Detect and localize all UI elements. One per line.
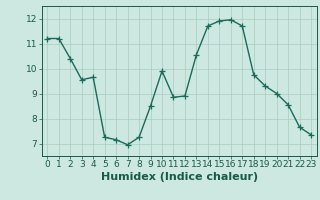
X-axis label: Humidex (Indice chaleur): Humidex (Indice chaleur) (100, 172, 258, 182)
